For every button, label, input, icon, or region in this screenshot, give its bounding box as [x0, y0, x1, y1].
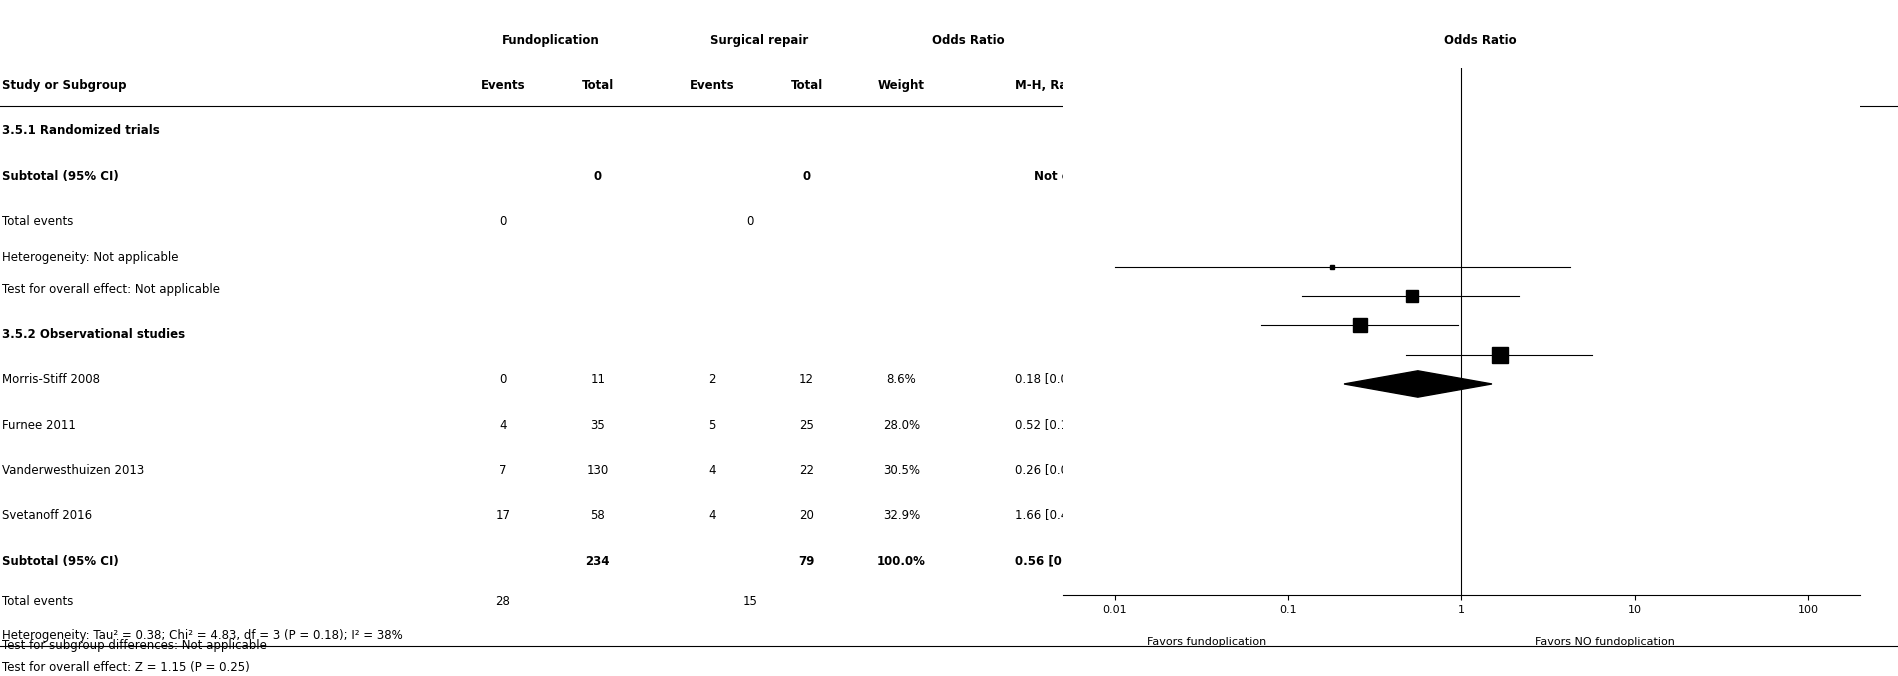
Text: Morris-Stiff 2008: Morris-Stiff 2008 — [2, 374, 101, 387]
Text: 0: 0 — [499, 374, 507, 387]
Text: Vanderwesthuizen 2013: Vanderwesthuizen 2013 — [2, 464, 144, 477]
Text: 0.18 [0.01, 4.26]: 0.18 [0.01, 4.26] — [1015, 374, 1114, 387]
Text: 2: 2 — [708, 374, 716, 387]
Text: Surgical repair: Surgical repair — [710, 34, 809, 47]
Text: 8.6%: 8.6% — [886, 374, 917, 387]
Text: Heterogeneity: Tau² = 0.38; Chi² = 4.83, df = 3 (P = 0.18); I² = 38%: Heterogeneity: Tau² = 0.38; Chi² = 4.83,… — [2, 629, 402, 642]
Text: 0.26 [0.07, 0.96]: 0.26 [0.07, 0.96] — [1015, 464, 1114, 477]
Text: 30.5%: 30.5% — [883, 464, 921, 477]
Text: Test for subgroup differences: Not applicable: Test for subgroup differences: Not appli… — [2, 639, 268, 652]
Text: 100.0%: 100.0% — [877, 555, 926, 568]
Text: Svetanoff 2016: Svetanoff 2016 — [2, 510, 91, 523]
Text: Subtotal (95% CI): Subtotal (95% CI) — [2, 170, 120, 183]
Text: Favors fundoplication: Favors fundoplication — [1146, 637, 1266, 647]
Text: 0.56 [0.21, 1.50]: 0.56 [0.21, 1.50] — [1015, 555, 1126, 568]
Text: 0: 0 — [594, 170, 602, 183]
Text: 35: 35 — [590, 419, 605, 432]
Text: M-H, Random, 95% CI: M-H, Random, 95% CI — [1408, 79, 1553, 92]
Text: Weight: Weight — [879, 79, 924, 92]
Text: 17: 17 — [495, 510, 511, 523]
Text: 28: 28 — [495, 596, 511, 608]
Text: 20: 20 — [799, 510, 814, 523]
Polygon shape — [1344, 371, 1492, 397]
Text: Subtotal (95% CI): Subtotal (95% CI) — [2, 555, 120, 568]
Text: Heterogeneity: Not applicable: Heterogeneity: Not applicable — [2, 251, 178, 264]
Text: 0.52 [0.12, 2.16]: 0.52 [0.12, 2.16] — [1015, 419, 1114, 432]
Text: 28.0%: 28.0% — [883, 419, 921, 432]
Text: Odds Ratio: Odds Ratio — [1444, 34, 1517, 47]
Text: 5: 5 — [708, 419, 716, 432]
Text: Odds Ratio: Odds Ratio — [932, 34, 1004, 47]
Text: Test for overall effect: Z = 1.15 (P = 0.25): Test for overall effect: Z = 1.15 (P = 0… — [2, 661, 251, 674]
Text: 25: 25 — [799, 419, 814, 432]
Text: 1.66 [0.48, 5.69]: 1.66 [0.48, 5.69] — [1015, 510, 1114, 523]
Text: Favors NO fundoplication: Favors NO fundoplication — [1535, 637, 1674, 647]
Text: 4: 4 — [708, 464, 716, 477]
Text: 4: 4 — [708, 510, 716, 523]
Text: Total events: Total events — [2, 596, 74, 608]
Text: Fundoplication: Fundoplication — [501, 34, 600, 47]
Text: 12: 12 — [799, 374, 814, 387]
Text: 0: 0 — [803, 170, 810, 183]
Text: 79: 79 — [799, 555, 814, 568]
Text: 15: 15 — [742, 596, 757, 608]
Text: 130: 130 — [586, 464, 609, 477]
Text: 0: 0 — [746, 215, 754, 228]
Text: 11: 11 — [590, 374, 605, 387]
Text: M-H, Random, 95% CI: M-H, Random, 95% CI — [1015, 79, 1160, 92]
Text: 32.9%: 32.9% — [883, 510, 921, 523]
Text: Total: Total — [583, 79, 613, 92]
Text: Total: Total — [791, 79, 822, 92]
Text: Test for overall effect: Not applicable: Test for overall effect: Not applicable — [2, 283, 220, 296]
Text: 3.5.1 Randomized trials: 3.5.1 Randomized trials — [2, 124, 159, 137]
Text: Events: Events — [689, 79, 735, 92]
Text: Not estimable: Not estimable — [1034, 170, 1127, 183]
Text: 234: 234 — [586, 555, 609, 568]
Text: 22: 22 — [799, 464, 814, 477]
Text: 4: 4 — [499, 419, 507, 432]
Text: 3.5.2 Observational studies: 3.5.2 Observational studies — [2, 329, 184, 341]
Text: Furnee 2011: Furnee 2011 — [2, 419, 76, 432]
Text: Events: Events — [480, 79, 526, 92]
Text: Study or Subgroup: Study or Subgroup — [2, 79, 127, 92]
Text: Total events: Total events — [2, 215, 74, 228]
Text: 58: 58 — [590, 510, 605, 523]
Text: 7: 7 — [499, 464, 507, 477]
Text: 0: 0 — [499, 215, 507, 228]
